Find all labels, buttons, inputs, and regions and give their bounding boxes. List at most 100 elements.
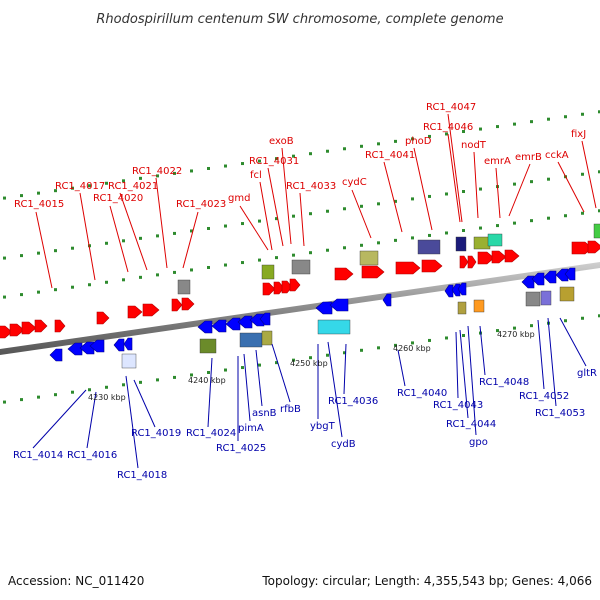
gene-label-rc1-4015[interactable]: RC1_4015 [14,199,64,210]
gene-label-rc1-4036[interactable]: RC1_4036 [328,396,378,407]
forward-leader-line [299,192,305,247]
gene-label-rc1-4021[interactable]: RC1_4021 [108,181,158,192]
forward-leader-line [508,163,531,217]
track-dot [377,241,380,245]
forward-gene-arrow [459,255,469,269]
track-dot [275,256,278,260]
gene-label-phod[interactable]: phoD [405,136,432,147]
track-dot [564,319,567,323]
gene-label-pima[interactable]: pimA [238,423,264,434]
track-dot [513,182,516,186]
track-dot [496,224,499,228]
track-dot [258,159,261,163]
rna-feature-box [261,330,273,346]
gene-label-rc1-4016[interactable]: RC1_4016 [67,450,117,461]
gene-label-rc1-4044[interactable]: RC1_4044 [446,419,496,430]
gene-label-rc1-4024[interactable]: RC1_4024 [186,428,236,439]
gene-label-ybgt[interactable]: ybgT [310,421,336,432]
forward-leader-line [447,113,463,223]
reverse-gene-arrow [521,275,535,289]
tick-label-4240: 4240 kbp [188,376,226,385]
gene-label-exob[interactable]: exoB [269,136,294,147]
track-dot [445,132,448,136]
track-dot [547,216,550,220]
track-dot [3,256,6,260]
gene-label-rc1-4046[interactable]: RC1_4046 [423,122,473,133]
track-dot [207,265,210,269]
forward-gene-arrow [262,282,276,296]
track-dot [326,248,329,252]
gene-label-rc1-4014[interactable]: RC1_4014 [13,450,63,461]
track-dot [326,209,329,213]
gene-label-cydb[interactable]: cydB [331,439,356,450]
tick-label-4260: 4260 kbp [393,344,431,353]
track-dot [207,370,210,374]
accession-text: Accession: NC_011420 [8,574,144,588]
reverse-leader-line [255,349,263,407]
reverse-gene-arrow [113,338,125,352]
track-dot [377,202,380,206]
gene-label-fcl[interactable]: fcl [250,170,262,181]
gene-label-rc1-4017[interactable]: RC1_4017 [55,181,105,192]
gene-label-nodt[interactable]: nodT [461,140,487,151]
gene-label-rc1-4018[interactable]: RC1_4018 [117,470,167,481]
track-dot [258,258,261,262]
gene-label-rc1-4022[interactable]: RC1_4022 [132,166,182,177]
gene-label-rfbb[interactable]: rfbB [280,404,301,415]
rna-feature-box [525,291,541,307]
gene-label-emra[interactable]: emrA [484,156,511,167]
track-dot [3,295,6,299]
gene-label-rc1-4033[interactable]: RC1_4033 [286,181,336,192]
track-dot [479,127,482,131]
gene-label-rc1-4040[interactable]: RC1_4040 [397,388,447,399]
track-dot [37,251,40,255]
gene-label-rc1-4025[interactable]: RC1_4025 [216,443,266,454]
reverse-leader-line [133,379,156,428]
gene-label-rc1-4043[interactable]: RC1_4043 [433,400,483,411]
gene-label-gltr[interactable]: gltR [577,368,597,379]
track-dot [139,176,142,180]
gene-label-gpo[interactable]: gpo [469,437,488,448]
track-dot [173,375,176,379]
gene-label-cydc[interactable]: cydC [342,177,367,188]
track-dot [343,246,346,250]
reverse-gene-arrow [259,312,271,326]
forward-gene-arrow [273,281,285,295]
gene-label-rc1-4020[interactable]: RC1_4020 [93,193,143,204]
gene-label-ccka[interactable]: cckA [545,150,569,161]
gene-label-gmd[interactable]: gmd [228,193,250,204]
reverse-leader-line [125,375,139,469]
gene-label-rc1-4031[interactable]: RC1_4031 [249,156,299,167]
reverse-leader-line [271,343,291,403]
gene-label-rc1-4048[interactable]: RC1_4048 [479,377,529,388]
gene-label-rc1-4052[interactable]: RC1_4052 [519,391,569,402]
gene-label-emrb[interactable]: emrB [515,152,542,163]
track-dot [411,341,414,345]
gene-label-rc1-4047[interactable]: RC1_4047 [426,102,476,113]
track-dot [309,212,312,216]
gene-label-rc1-4053[interactable]: RC1_4053 [535,408,585,419]
gene-label-rc1-4023[interactable]: RC1_4023 [176,199,226,210]
track-dot [513,326,516,330]
track-dot [445,231,448,235]
reverse-gene-arrow [237,315,253,329]
gene-label-fixj[interactable]: fixJ [571,129,586,140]
gene-label-rc1-4019[interactable]: RC1_4019 [131,428,181,439]
track-dot [20,254,23,258]
forward-gene-arrow [0,325,13,339]
gene-label-rc1-4041[interactable]: RC1_4041 [365,150,415,161]
track-dot [394,343,397,347]
forward-gene-arrow [142,303,160,317]
reverse-gene-arrow [67,342,83,356]
reverse-gene-arrow [451,283,461,297]
track-dot [360,348,363,352]
track-dot [224,368,227,372]
reverse-leader-line [459,329,469,419]
track-dot [207,166,210,170]
rna-feature-box [473,299,485,313]
forward-leader-line [155,177,168,269]
gene-label-asnb[interactable]: asnB [252,408,277,419]
track-dot [581,211,584,215]
reverse-leader-line [479,325,486,376]
forward-leader-line [383,161,403,233]
